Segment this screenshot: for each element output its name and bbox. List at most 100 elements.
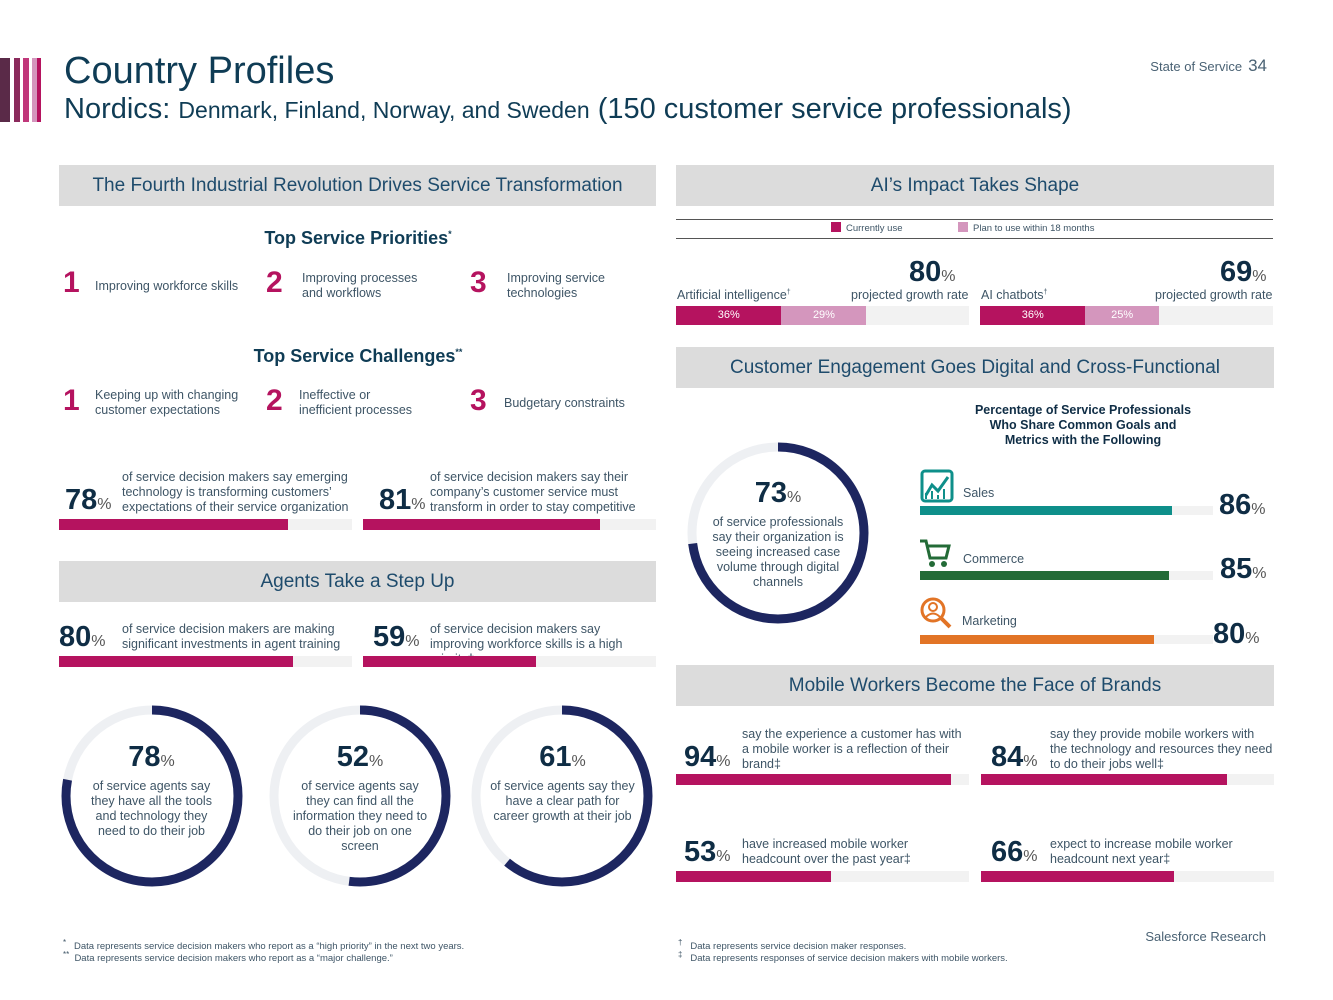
ai-bar-plan-label: 25% xyxy=(1111,309,1134,321)
stat-number: 80 xyxy=(59,621,92,653)
challenge-rank-2: 2 xyxy=(266,384,283,417)
ai-bar-plan: 29% xyxy=(781,306,867,325)
goal-value: 85% xyxy=(1220,553,1267,586)
decor-stripe xyxy=(0,58,10,122)
stat-bar-fill xyxy=(676,871,832,882)
stat-text: have increased mobile worker headcount o… xyxy=(742,837,911,866)
stat-bar-fill xyxy=(363,519,601,530)
ai-item-mark: † xyxy=(786,288,791,296)
goal-percent: % xyxy=(1252,565,1267,582)
legend-plan: Plan to use within 18 months xyxy=(958,222,1094,234)
ai-item-name: Artificial intelligence xyxy=(677,288,787,302)
ring-chart xyxy=(471,705,653,887)
stat-value: 53% xyxy=(684,836,731,869)
band-engagement: Customer Engagement Goes Digital and Cro… xyxy=(676,347,1274,388)
stat-percent: % xyxy=(1023,753,1038,770)
ring-percent: % xyxy=(787,489,802,506)
ring-text: of service agents say they have a clear … xyxy=(490,779,635,823)
goal-percent: % xyxy=(1251,501,1266,518)
stat-number: 78 xyxy=(65,484,98,516)
growth-number: 80 xyxy=(909,256,942,288)
band-revolution-label: The Fourth Industrial Revolution Drives … xyxy=(92,175,623,196)
band-ai-label: AI’s Impact Takes Shape xyxy=(870,175,1080,196)
stat-number: 66 xyxy=(991,836,1024,868)
stat-bar-fill xyxy=(59,656,294,667)
ring-arc xyxy=(687,442,869,624)
ring-arc xyxy=(471,705,653,887)
ring-center: 78% of service agents say they have all … xyxy=(80,740,223,839)
stat-percent: % xyxy=(91,633,106,650)
footnote-mark: † xyxy=(678,938,683,947)
goal-bar-fill xyxy=(920,635,1155,644)
stat-bar xyxy=(363,519,656,530)
ring-value: 78% xyxy=(80,740,223,779)
stat-value: 94% xyxy=(684,741,731,774)
stat-bar-fill xyxy=(676,774,952,785)
ai-bar-current: 36% xyxy=(676,306,782,325)
band-agents: Agents Take a Step Up xyxy=(59,561,656,602)
stat-number: 59 xyxy=(373,621,406,653)
goal-value: 86% xyxy=(1219,489,1266,522)
priority-text-1: Improving workforce skills xyxy=(95,279,239,293)
priorities-heading-mark: * xyxy=(448,229,452,239)
band-engagement-label: Customer Engagement Goes Digital and Cro… xyxy=(729,357,1220,378)
priority-text-2: Improving processes and workflows xyxy=(302,271,418,300)
ai-item-mark: † xyxy=(1043,288,1048,296)
divider xyxy=(676,238,1273,239)
divider xyxy=(676,219,1273,220)
stat-bar xyxy=(59,519,352,530)
ai-bar-current-label: 36% xyxy=(717,309,740,321)
magnifier-icon xyxy=(920,597,952,629)
challenges-heading-text: Top Service Challenges xyxy=(253,346,456,366)
legend-plan-label: Plan to use within 18 months xyxy=(973,223,1095,234)
stat-value: 59% xyxy=(373,621,420,654)
stat-number: 84 xyxy=(991,741,1024,773)
page-title: Country Profiles xyxy=(64,50,335,92)
legend-current: Currently use xyxy=(831,222,903,234)
stat-value: 80% xyxy=(59,621,106,654)
band-mobile-label: Mobile Workers Become the Face of Brands xyxy=(788,675,1162,696)
ring-text: of service professionals say their organ… xyxy=(712,515,844,589)
ring-chart xyxy=(61,705,243,887)
goal-bar-fill xyxy=(920,571,1170,580)
page-subtitle: Nordics: Denmark, Finland, Norway, and S… xyxy=(64,93,1072,126)
ring-number: 61 xyxy=(539,741,572,773)
decor-stripe xyxy=(37,58,41,122)
challenges-heading: Top Service Challenges** xyxy=(0,346,716,367)
ring-chart xyxy=(269,705,451,887)
challenge-rank-3: 3 xyxy=(470,384,487,417)
legend-current-label: Currently use xyxy=(846,223,903,234)
footnote-mark: ** xyxy=(63,950,70,959)
goal-label: Commerce xyxy=(963,552,1025,566)
ring-text: of service agents say they can find all … xyxy=(292,779,428,853)
ring-percent: % xyxy=(369,753,384,770)
stat-number: 94 xyxy=(684,741,717,773)
challenge-text-2: Ineffective or inefficient processes xyxy=(299,388,413,417)
stat-percent: % xyxy=(405,633,420,650)
priority-rank-2: 2 xyxy=(266,266,283,299)
goal-value: 80% xyxy=(1213,618,1260,651)
stat-value: 78% xyxy=(65,484,112,517)
goal-bar xyxy=(920,571,1213,580)
ring-text: of service agents say they have all the … xyxy=(91,779,212,838)
challenges-heading-mark: ** xyxy=(455,347,463,357)
legend-swatch xyxy=(958,222,968,232)
growth-percent: % xyxy=(1252,268,1267,285)
ai-bar-current: 36% xyxy=(980,306,1086,325)
subtitle-count: (150 customer service professionals) xyxy=(597,93,1072,125)
footnote: † Data represents service decision maker… xyxy=(678,937,906,953)
ring-value: 73% xyxy=(703,476,853,515)
priorities-heading: Top Service Priorities* xyxy=(0,228,716,249)
ring-percent: % xyxy=(160,753,175,770)
goal-bar xyxy=(920,506,1213,515)
band-mobile: Mobile Workers Become the Face of Brands xyxy=(676,665,1274,706)
goal-label: Marketing xyxy=(962,614,1017,628)
footnote: ‡ Data represents responses of service d… xyxy=(678,949,1008,965)
subtitle-region: Nordics: xyxy=(64,93,171,125)
goal-bar xyxy=(920,635,1213,644)
footnote-text: Data represents service decision maker r… xyxy=(690,941,907,953)
stat-percent: % xyxy=(1023,848,1038,865)
priority-rank-1: 1 xyxy=(63,266,80,299)
page-number: 34 xyxy=(1248,56,1267,75)
stat-text: expect to increase mobile worker headcou… xyxy=(1050,837,1233,866)
